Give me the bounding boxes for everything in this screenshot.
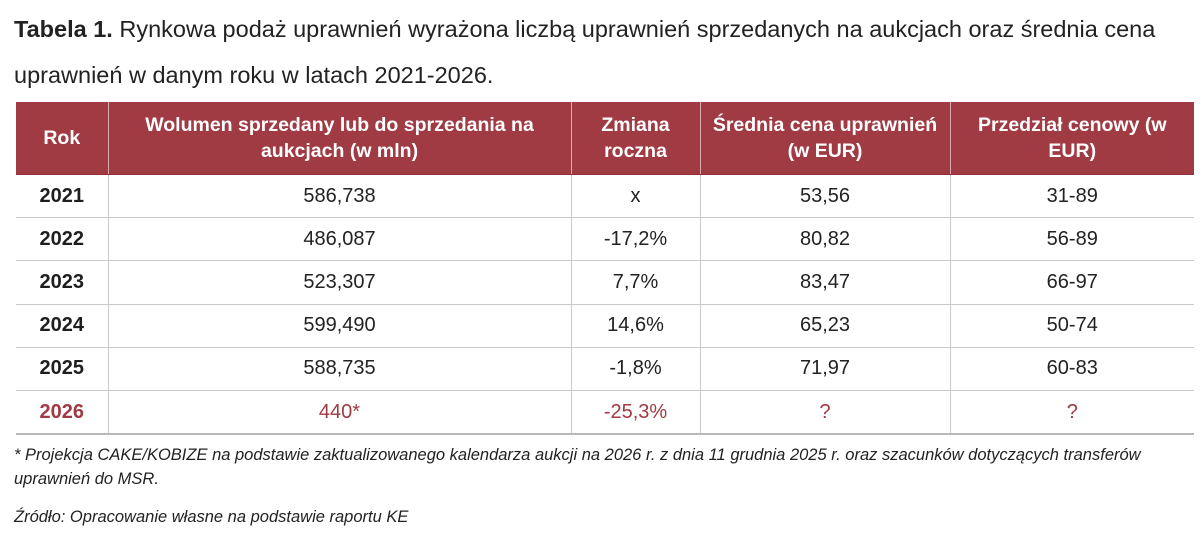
- cell-price-range: 56-89: [949, 217, 1194, 262]
- cell-annual-change: 7,7%: [570, 260, 700, 305]
- cell-average-price: 71,97: [699, 347, 950, 391]
- cell-average-price: 80,82: [699, 217, 950, 262]
- cell-volume: 586,738: [107, 174, 571, 219]
- table-header-row: Rok Wolumen sprzedany lub do sprzedania …: [16, 102, 1194, 175]
- table-row: 2024 599,490 14,6% 65,23 50-74: [16, 304, 1194, 348]
- table-row-projection: 2026 440* -25,3% ? ?: [16, 390, 1194, 436]
- cell-average-price: ?: [699, 390, 950, 436]
- table-row: 2022 486,087 -17,2% 80,82 56-89: [16, 217, 1194, 262]
- cell-average-price: 83,47: [699, 260, 950, 305]
- cell-year: 2022: [16, 217, 108, 262]
- cell-volume: 588,735: [107, 347, 571, 391]
- cell-average-price: 65,23: [699, 304, 950, 348]
- table-caption: Tabela 1. Rynkowa podaż uprawnień wyrażo…: [14, 6, 1189, 98]
- cell-price-range: 31-89: [949, 174, 1194, 219]
- header-year: Rok: [16, 102, 108, 175]
- cell-annual-change: x: [570, 174, 700, 219]
- cell-price-range: 60-83: [949, 347, 1194, 391]
- header-price-range: Przedział cenowy (w EUR): [949, 102, 1194, 175]
- table-row: 2023 523,307 7,7% 83,47 66-97: [16, 260, 1194, 305]
- cell-volume: 599,490: [107, 304, 571, 348]
- cell-average-price: 53,56: [699, 174, 950, 219]
- cell-year: 2023: [16, 260, 108, 305]
- caption-label: Tabela 1.: [14, 16, 113, 42]
- cell-year: 2024: [16, 304, 108, 348]
- cell-annual-change: 14,6%: [570, 304, 700, 348]
- cell-price-range: 50-74: [949, 304, 1194, 348]
- cell-year: 2021: [16, 174, 108, 219]
- cell-price-range: ?: [949, 390, 1194, 436]
- header-volume: Wolumen sprzedany lub do sprzedania na a…: [107, 102, 571, 175]
- cell-volume: 486,087: [107, 217, 571, 262]
- cell-annual-change: -1,8%: [570, 347, 700, 391]
- header-average-price: Średnia cena uprawnień (w EUR): [699, 102, 950, 175]
- cell-annual-change: -25,3%: [570, 390, 700, 436]
- source-note: Źródło: Opracowanie własne na podstawie …: [14, 508, 409, 526]
- table-row: 2021 586,738 x 53,56 31-89: [16, 174, 1194, 219]
- table-row: 2025 588,735 -1,8% 71,97 60-83: [16, 347, 1194, 391]
- header-annual-change: Zmiana roczna: [570, 102, 700, 175]
- caption-text: Rynkowa podaż uprawnień wyrażona liczbą …: [14, 16, 1156, 88]
- cell-volume: 440*: [107, 390, 571, 436]
- footnote: * Projekcja CAKE/KOBIZE na podstawie zak…: [14, 446, 1141, 488]
- cell-year: 2025: [16, 347, 108, 391]
- cell-year: 2026: [16, 390, 108, 436]
- cell-price-range: 66-97: [949, 260, 1194, 305]
- data-table: Rok Wolumen sprzedany lub do sprzedania …: [16, 102, 1194, 436]
- cell-volume: 523,307: [107, 260, 571, 305]
- cell-annual-change: -17,2%: [570, 217, 700, 262]
